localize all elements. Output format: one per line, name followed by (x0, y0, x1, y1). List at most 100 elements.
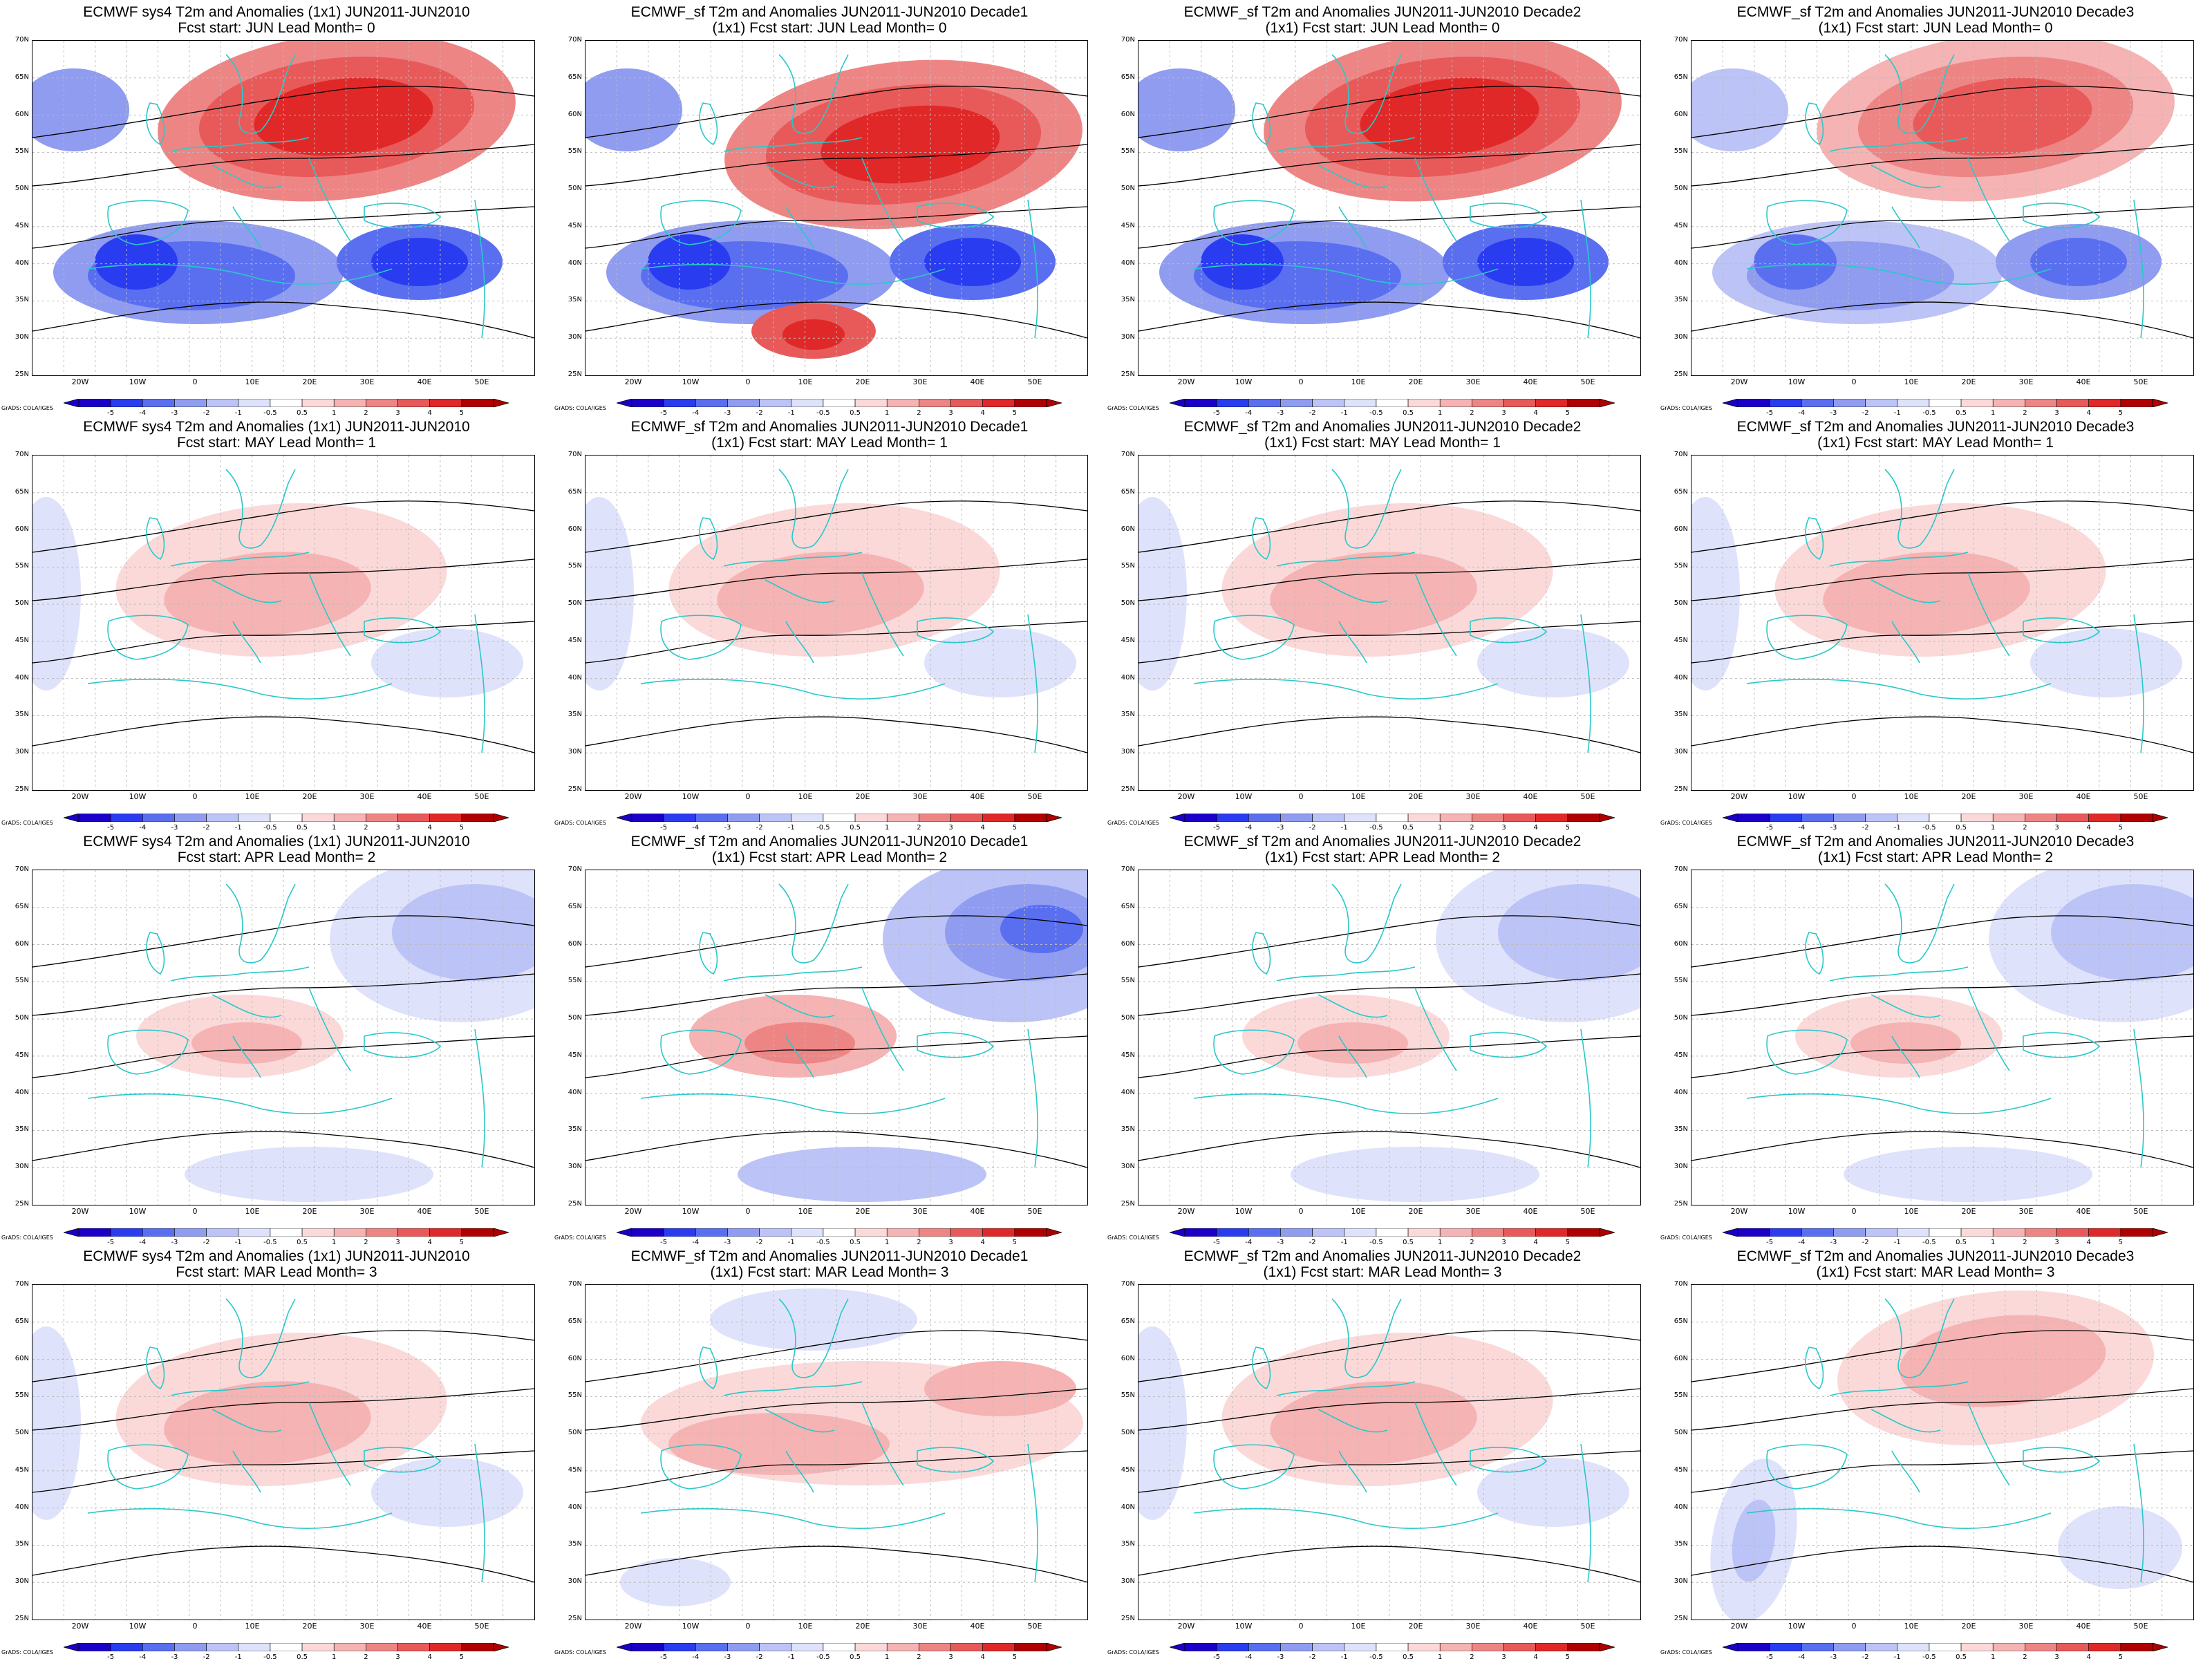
temperature-contour (32, 559, 534, 601)
colorbar-tick-label: 4 (980, 824, 985, 832)
warm-anomaly-core (1913, 77, 2092, 156)
colorbar-swatch (1503, 1228, 1536, 1237)
longitude-label: 40E (2076, 1207, 2091, 1216)
latitude-label: 45N (568, 636, 582, 644)
latitude-label: 50N (1674, 1014, 1688, 1022)
coastline (778, 1298, 849, 1378)
colorbar-arrow-right (2152, 1228, 2168, 1237)
map-canvas (1138, 456, 1640, 790)
colorbar-tick-label: 1 (332, 409, 337, 417)
coastline (1276, 1381, 1416, 1396)
latitude-label: 60N (1121, 939, 1135, 948)
coastline (1470, 1032, 1548, 1058)
temperature-contour (32, 1131, 534, 1168)
colorbar-swatch (919, 1228, 951, 1237)
colorbar-swatch (950, 399, 983, 407)
colorbar-swatch (78, 814, 111, 822)
forecast-panel: ECMWF sys4 T2m and Anomalies (1x1) JUN20… (0, 0, 553, 417)
longitude-label: 40E (970, 1207, 985, 1216)
latitude-label: 45N (15, 636, 29, 644)
latitude-label: 65N (1121, 487, 1135, 496)
latitude-label: 45N (15, 1051, 29, 1059)
colorbar-swatch (631, 814, 664, 822)
latitude-label: 30N (568, 333, 582, 341)
cold-anomaly-area (585, 497, 634, 691)
temperature-contour (32, 915, 534, 968)
colorbar-tick-label: -2 (1862, 824, 1869, 832)
colorbar-tick-label: 1 (1438, 1239, 1443, 1246)
colorbar-tick-label: 2 (2023, 1653, 2027, 1661)
colorbar-tick-label: -5 (660, 1653, 668, 1661)
panel-subtitle: (1x1) Fcst start: MAY Lead Month= 1 (711, 435, 948, 451)
coastline (107, 614, 189, 660)
grads-credit: GrADS: COLA/IGES (554, 1235, 606, 1241)
colorbar-tick-label: -2 (756, 1653, 763, 1661)
warm-anomaly-area (924, 1361, 1076, 1416)
forecast-panel: ECMWF_sf T2m and Anomalies JUN2011-JUN20… (553, 415, 1106, 832)
colorbar-swatch (631, 1228, 664, 1237)
coastline (1470, 1447, 1548, 1473)
cold-anomaly-area (924, 628, 1076, 697)
colorbar-swatch (1248, 814, 1281, 822)
colorbar-swatch (759, 1643, 792, 1651)
latitude-label: 35N (1121, 296, 1135, 304)
anomaly-colorbar (64, 399, 509, 407)
colorbar-swatch (1769, 1228, 1802, 1237)
colorbar-tick-label: 5 (1012, 1239, 1018, 1246)
longitude-label: 20W (1730, 377, 1748, 386)
colorbar-tick-label: -0.5 (1922, 1239, 1936, 1246)
coastline (640, 263, 946, 285)
latitude-label: 60N (568, 110, 582, 118)
coastline (723, 1381, 863, 1396)
coastline (2133, 614, 2144, 753)
colorbar-tick-label: -0.5 (816, 1239, 830, 1246)
colorbar-tick-label: -0.5 (1369, 824, 1383, 832)
latitude-label: 45N (15, 1465, 29, 1474)
anomaly-colorbar (617, 814, 1062, 822)
colorbar-arrow-left (64, 1643, 79, 1651)
colorbar-swatch (1472, 1643, 1504, 1651)
temperature-contour (585, 206, 1087, 249)
coastline (1766, 200, 1848, 245)
coastline (1884, 883, 1955, 964)
coastline (1766, 1444, 1848, 1490)
longitude-label: 20W (71, 792, 89, 801)
latitude-label: 35N (15, 1540, 29, 1548)
colorbar-swatch (727, 814, 760, 822)
colorbar-arrow-left (64, 1228, 79, 1237)
latitude-label: 65N (15, 487, 29, 496)
longitude-label: 20W (1177, 1622, 1195, 1631)
longitude-label: 10E (1904, 792, 1919, 801)
colorbar-tick-label: -0.5 (263, 1653, 277, 1661)
coastline (1766, 1029, 1848, 1075)
latitude-label: 70N (1674, 1280, 1688, 1288)
colorbar-swatch (823, 1228, 856, 1237)
longitude-label: 20W (71, 1622, 89, 1631)
colorbar-swatch (1833, 814, 1866, 822)
longitude-label: 20E (855, 792, 870, 801)
colorbar-tick-label: 1 (1991, 1653, 1996, 1661)
temperature-contour (585, 1131, 1087, 1168)
panel-subtitle: (1x1) Fcst start: MAR Lead Month= 3 (710, 1264, 949, 1280)
latitude-label: 50N (568, 1014, 582, 1022)
colorbar-swatch (174, 399, 207, 407)
latitude-label: 65N (1674, 73, 1688, 81)
longitude-label: 20E (1408, 1207, 1423, 1216)
colorbar-tick-label: -0.5 (1922, 824, 1936, 832)
temperature-contour (585, 301, 1087, 339)
longitude-label: 10W (129, 1622, 147, 1631)
colorbar-swatch (663, 1643, 696, 1651)
panel-title: ECMWF sys4 T2m and Anomalies (1x1) JUN20… (83, 1248, 470, 1264)
anomaly-colorbar (1723, 814, 2168, 822)
longitude-label: 0 (192, 792, 198, 801)
colorbar-tick-label: 5 (2118, 1653, 2124, 1661)
colorbar-tick-label: -0.5 (1369, 1239, 1383, 1246)
anomaly-map (585, 870, 1088, 1205)
colorbar-tick-label: -2 (756, 824, 763, 832)
warm-anomaly-area (1899, 1315, 2106, 1407)
coastline (778, 54, 849, 134)
colorbar-swatch (301, 1228, 335, 1237)
grads-credit: GrADS: COLA/IGES (1, 1649, 53, 1655)
latitude-label: 55N (1674, 1391, 1688, 1400)
warm-anomaly-core (1360, 77, 1539, 156)
